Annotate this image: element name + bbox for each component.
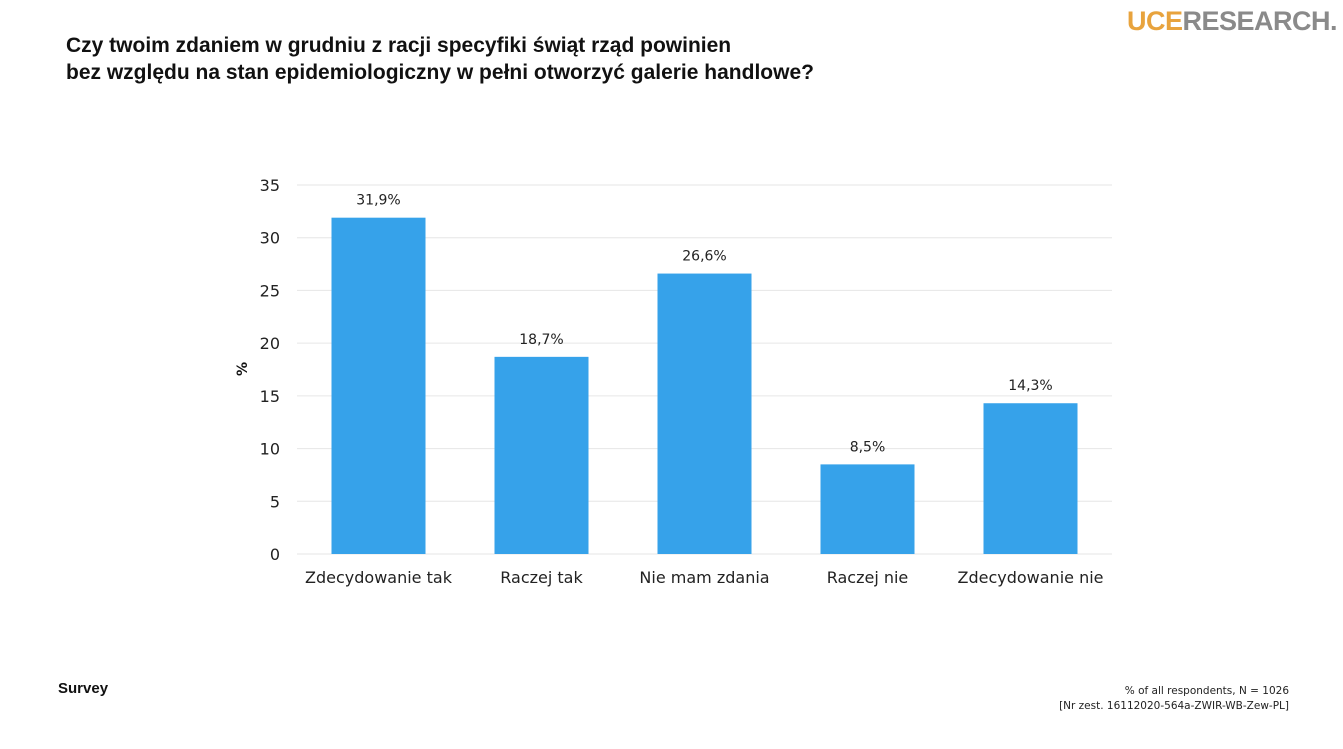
logo-research: RESEARCH. [1182, 6, 1337, 36]
y-tick-label-25: 25 [260, 281, 280, 300]
x-tick-label-3: Raczej nie [827, 568, 909, 587]
footnote: % of all respondents, N = 1026 [Nr zest.… [1059, 684, 1289, 714]
x-tick-label-2: Nie mam zdania [639, 568, 769, 587]
y-tick-label-5: 5 [270, 492, 280, 511]
bar-2 [657, 273, 752, 554]
y-tick-label-30: 30 [260, 229, 280, 248]
y-tick-label-0: 0 [270, 545, 280, 564]
chart-title: Czy twoim zdaniem w grudniu z racji spec… [66, 32, 1066, 86]
label-layer: 0 5 10 15 20 25 30 35 31,9% Zdecydowanie tak 18,7%… [260, 176, 1104, 587]
source-label: Survey [58, 680, 109, 697]
x-tick-label-4: Zdecydowanie nie [957, 568, 1103, 587]
bar-0 [331, 217, 426, 554]
chart-title-line-1: Czy twoim zdaniem w grudniu z racji spec… [66, 34, 732, 57]
data-label-3: 8,5% [850, 439, 886, 455]
bar-4 [983, 403, 1078, 554]
bar-layer [331, 217, 1078, 554]
data-label-1: 18,7% [519, 332, 563, 348]
y-tick-label-10: 10 [260, 440, 280, 459]
data-label-4: 14,3% [1008, 378, 1052, 394]
chart-title-line-2: bez względu na stan epidemiologiczny w p… [66, 61, 814, 84]
brand-logo: UCERESEARCH. [1126, 6, 1338, 36]
data-label-2: 26,6% [682, 249, 726, 265]
respondents-note: % of all respondents, N = 1026 [1124, 685, 1289, 697]
bar-3 [820, 464, 915, 554]
x-tick-label-1: Raczej tak [500, 568, 583, 587]
reference-note: [Nr zest. 16112020-564a-ZWIR-WB-Zew-PL] [1059, 700, 1289, 712]
x-tick-label-0: Zdecydowanie tak [305, 568, 453, 587]
y-axis-label: % [235, 362, 251, 376]
y-tick-label-15: 15 [260, 387, 280, 406]
bar-1 [494, 356, 589, 554]
data-label-0: 31,9% [356, 193, 400, 209]
y-tick-label-35: 35 [260, 176, 280, 195]
y-tick-label-20: 20 [260, 334, 280, 353]
logo-uce: UCE [1126, 6, 1183, 36]
